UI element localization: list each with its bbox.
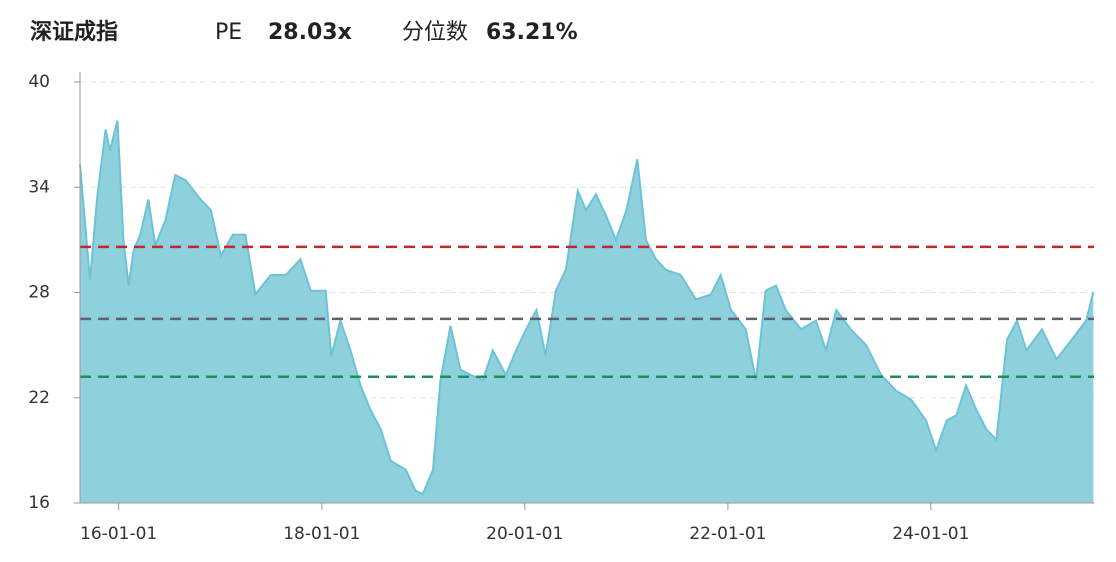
chart-title: 深证成指 (30, 20, 118, 45)
pe-label: PE (215, 20, 242, 45)
percentile-value: 63.21% (486, 20, 578, 45)
percentile-label: 分位数 (402, 20, 468, 45)
x-tick-label: 20-01-01 (486, 524, 563, 544)
y-tick-label: 22 (28, 388, 50, 408)
x-tick-label: 16-01-01 (80, 524, 157, 544)
x-tick-label: 18-01-01 (283, 524, 360, 544)
y-tick-label: 40 (28, 72, 50, 92)
y-tick-label: 34 (28, 177, 50, 197)
y-tick-label: 16 (28, 493, 50, 513)
x-tick-label: 22-01-01 (689, 524, 766, 544)
pe-value: 28.03x (268, 20, 352, 45)
x-tick-label: 24-01-01 (892, 524, 969, 544)
area-fill (80, 120, 1094, 503)
area-line (79, 120, 1095, 496)
y-tick-label: 28 (28, 283, 50, 303)
